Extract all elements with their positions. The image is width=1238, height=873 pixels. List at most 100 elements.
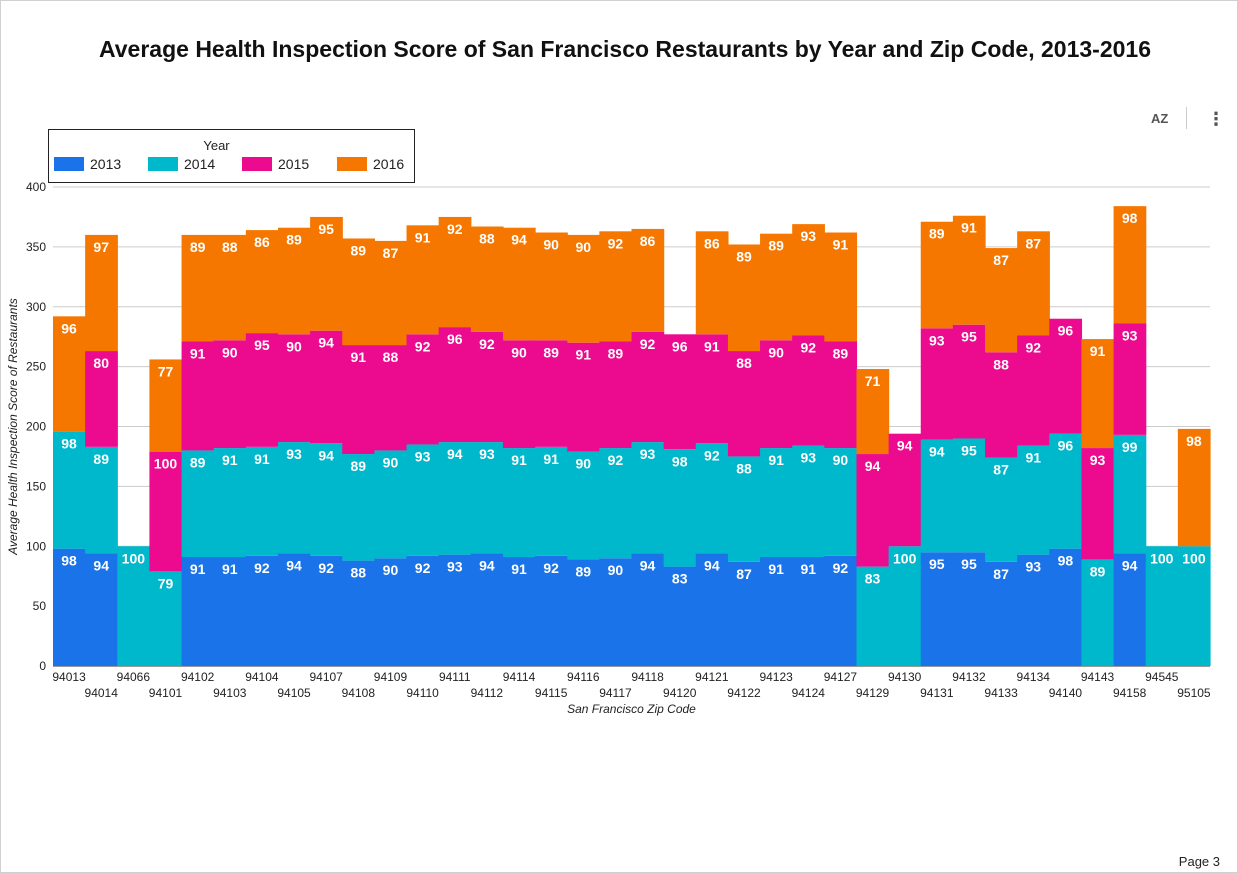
bar-segment[interactable] xyxy=(952,324,986,439)
bar-segment[interactable] xyxy=(567,234,600,343)
bar-segment[interactable] xyxy=(53,316,86,432)
bar-segment[interactable] xyxy=(888,546,922,666)
bar-segment[interactable] xyxy=(824,448,858,556)
bar-segment[interactable] xyxy=(470,442,504,554)
bar-segment[interactable] xyxy=(502,448,536,558)
bar-segment[interactable] xyxy=(824,341,858,449)
bar-segment[interactable] xyxy=(856,454,890,567)
bar-segment[interactable] xyxy=(760,448,793,558)
bar-segment[interactable] xyxy=(470,226,504,332)
bar-segment[interactable] xyxy=(406,334,440,445)
bar-segment[interactable] xyxy=(1017,335,1050,446)
bar-segment[interactable] xyxy=(567,559,600,666)
bar-segment[interactable] xyxy=(502,557,536,666)
bar-segment[interactable] xyxy=(1081,559,1115,666)
bar-segment[interactable] xyxy=(760,233,793,341)
bar-segment[interactable] xyxy=(342,345,375,455)
bar-segment[interactable] xyxy=(53,548,86,666)
bar-segment[interactable] xyxy=(1081,339,1115,449)
bar-segment[interactable] xyxy=(85,234,118,352)
bar-segment[interactable] xyxy=(213,340,247,449)
bar-segment[interactable] xyxy=(342,560,375,666)
bar-segment[interactable] xyxy=(374,450,408,559)
bar-segment[interactable] xyxy=(727,244,761,352)
bar-segment[interactable] xyxy=(277,334,311,443)
bar-segment[interactable] xyxy=(1049,548,1083,666)
bar-segment[interactable] xyxy=(245,230,279,334)
bar-segment[interactable] xyxy=(856,369,890,455)
bar-segment[interactable] xyxy=(1049,433,1083,549)
bar-segment[interactable] xyxy=(438,554,472,666)
bar-segment[interactable] xyxy=(727,351,761,457)
bar-segment[interactable] xyxy=(920,552,954,666)
bar-segment[interactable] xyxy=(1113,206,1147,324)
bar-segment[interactable] xyxy=(1017,554,1050,666)
bar-segment[interactable] xyxy=(599,558,633,666)
bar-segment[interactable] xyxy=(985,352,1018,458)
bar-segment[interactable] xyxy=(792,445,825,558)
bar-segment[interactable] xyxy=(727,456,761,562)
bar-segment[interactable] xyxy=(663,449,697,567)
bar-segment[interactable] xyxy=(406,225,440,335)
bar-segment[interactable] xyxy=(149,571,183,666)
bar-segment[interactable] xyxy=(535,446,568,556)
bar-segment[interactable] xyxy=(213,448,247,558)
bar-segment[interactable] xyxy=(695,553,729,666)
bar-segment[interactable] xyxy=(1049,318,1083,434)
bar-segment[interactable] xyxy=(245,555,279,666)
bar-segment[interactable] xyxy=(310,555,343,666)
bar-segment[interactable] xyxy=(792,557,825,666)
bar-segment[interactable] xyxy=(1177,428,1211,547)
legend-item-2014[interactable]: 2014 xyxy=(148,156,215,172)
bar-segment[interactable] xyxy=(952,215,986,325)
bar-segment[interactable] xyxy=(213,234,247,341)
bar-segment[interactable] xyxy=(952,552,986,666)
bar-segment[interactable] xyxy=(599,231,633,342)
bar-segment[interactable] xyxy=(727,561,761,666)
bar-segment[interactable] xyxy=(792,335,825,446)
bar-segment[interactable] xyxy=(85,446,118,554)
bar-segment[interactable] xyxy=(310,443,343,556)
bar-segment[interactable] xyxy=(663,566,697,666)
bar-segment[interactable] xyxy=(535,232,568,341)
bar-segment[interactable] xyxy=(631,442,665,554)
bar-segment[interactable] xyxy=(1081,448,1115,560)
bar-segment[interactable] xyxy=(792,224,825,336)
bar-segment[interactable] xyxy=(920,221,954,329)
bar-segment[interactable] xyxy=(181,557,215,666)
bar-segment[interactable] xyxy=(920,439,954,553)
bar-segment[interactable] xyxy=(695,334,729,444)
bar-segment[interactable] xyxy=(342,454,375,561)
bar-segment[interactable] xyxy=(985,248,1018,353)
bar-segment[interactable] xyxy=(374,240,408,346)
bar-segment[interactable] xyxy=(374,558,408,666)
bar-segment[interactable] xyxy=(567,451,600,560)
bar-segment[interactable] xyxy=(310,216,343,331)
bar-segment[interactable] xyxy=(760,557,793,666)
legend-item-2016[interactable]: 2016 xyxy=(337,156,404,172)
bar-segment[interactable] xyxy=(245,333,279,447)
bar-segment[interactable] xyxy=(1017,231,1050,336)
bar-segment[interactable] xyxy=(824,232,858,342)
bar-segment[interactable] xyxy=(535,555,568,666)
bar-segment[interactable] xyxy=(599,341,633,449)
bar-segment[interactable] xyxy=(213,557,247,666)
bar-segment[interactable] xyxy=(149,359,183,452)
bar-segment[interactable] xyxy=(888,433,922,547)
bar-segment[interactable] xyxy=(181,341,215,451)
bar-segment[interactable] xyxy=(85,553,118,666)
bar-segment[interactable] xyxy=(663,334,697,450)
bar-segment[interactable] xyxy=(181,234,215,342)
bar-segment[interactable] xyxy=(53,431,86,549)
legend-item-2015[interactable]: 2015 xyxy=(242,156,309,172)
bar-segment[interactable] xyxy=(470,331,504,443)
bar-segment[interactable] xyxy=(277,442,311,554)
bar-segment[interactable] xyxy=(1017,445,1050,555)
bar-segment[interactable] xyxy=(1145,546,1179,666)
bar-segment[interactable] xyxy=(406,555,440,666)
bar-segment[interactable] xyxy=(438,327,472,443)
bar-segment[interactable] xyxy=(985,457,1018,562)
bar-segment[interactable] xyxy=(406,444,440,556)
bar-segment[interactable] xyxy=(149,451,183,572)
bar-segment[interactable] xyxy=(438,442,472,555)
